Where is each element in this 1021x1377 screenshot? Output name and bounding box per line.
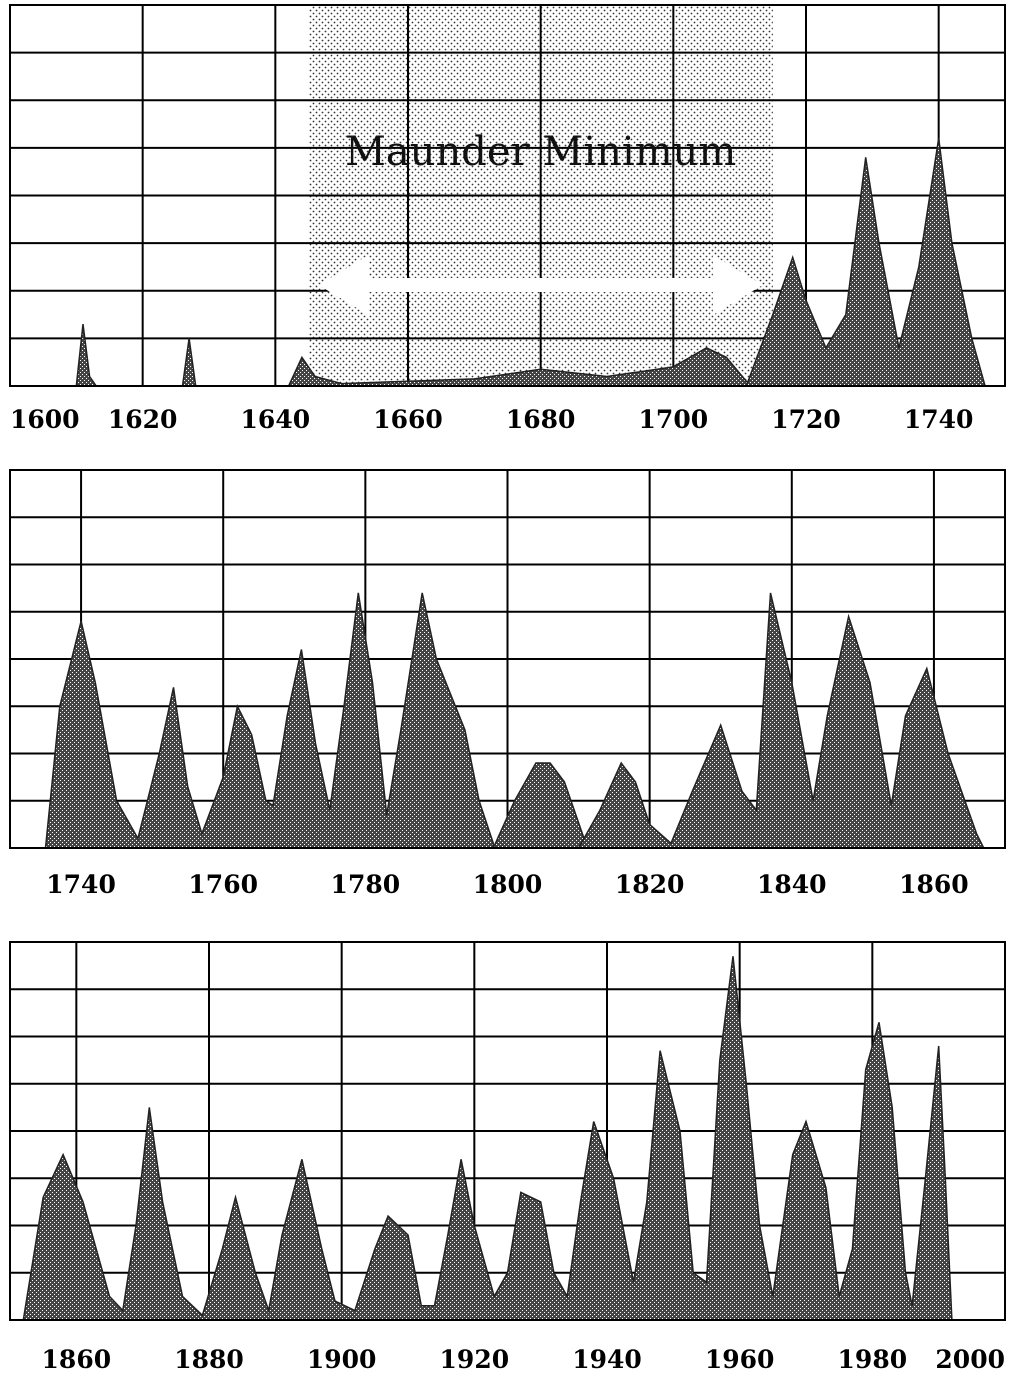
plot-frame xyxy=(9,4,1006,387)
panel-1: Maunder Minimum 1600 1620 1640 1660 1680 1700 1… xyxy=(9,4,1006,434)
x-tick-label: 1980 xyxy=(838,1345,908,1374)
x-tick-label: 1680 xyxy=(506,405,576,434)
x-tick-label: 1960 xyxy=(705,1345,775,1374)
x-tick-label: 1740 xyxy=(904,405,974,434)
panel-3: 1860 1880 1900 1920 1940 1960 1980 2000 xyxy=(9,941,1006,1374)
sunspot-series-1 xyxy=(22,956,953,1321)
x-tick-label: 1700 xyxy=(639,405,709,434)
panel-2: 1740 1760 1780 1800 1820 1840 1860 xyxy=(9,469,1006,899)
x-tick-label: 1860 xyxy=(899,870,969,899)
x-tick-label: 1640 xyxy=(241,405,311,434)
x-tick-label: 1900 xyxy=(307,1345,377,1374)
x-tick-label: 1740 xyxy=(46,870,116,899)
x-tick-label: 1880 xyxy=(174,1345,244,1374)
plot-frame xyxy=(9,469,1006,849)
x-tick-label: 1940 xyxy=(572,1345,642,1374)
x-tick-label: 2000 xyxy=(935,1345,1005,1374)
x-tick-label: 1760 xyxy=(188,870,258,899)
x-tick-label: 1860 xyxy=(42,1345,112,1374)
maunder-arrow-left-head xyxy=(318,255,369,315)
x-tick-label: 1840 xyxy=(757,870,827,899)
x-tick-label: 1920 xyxy=(440,1345,510,1374)
sunspot-series-1 xyxy=(75,324,98,387)
sunspot-series-4 xyxy=(745,138,987,387)
x-tick-label: 1600 xyxy=(10,405,80,434)
sunspot-series-1 xyxy=(44,592,495,849)
x-tick-label: 1660 xyxy=(373,405,443,434)
x-tick-label: 1620 xyxy=(108,405,178,434)
maunder-minimum-label: Maunder Minimum xyxy=(345,129,736,175)
x-tick-label: 1820 xyxy=(615,870,685,899)
maunder-arrow-right-head xyxy=(712,255,763,315)
x-tick-label: 1800 xyxy=(473,870,543,899)
x-tick-label: 1780 xyxy=(331,870,401,899)
plot-frame xyxy=(9,941,1006,1321)
sunspot-series-3 xyxy=(287,347,756,387)
sunspot-series-2 xyxy=(181,338,197,387)
x-tick-label: 1720 xyxy=(771,405,841,434)
sunspot-series-3 xyxy=(577,592,985,849)
